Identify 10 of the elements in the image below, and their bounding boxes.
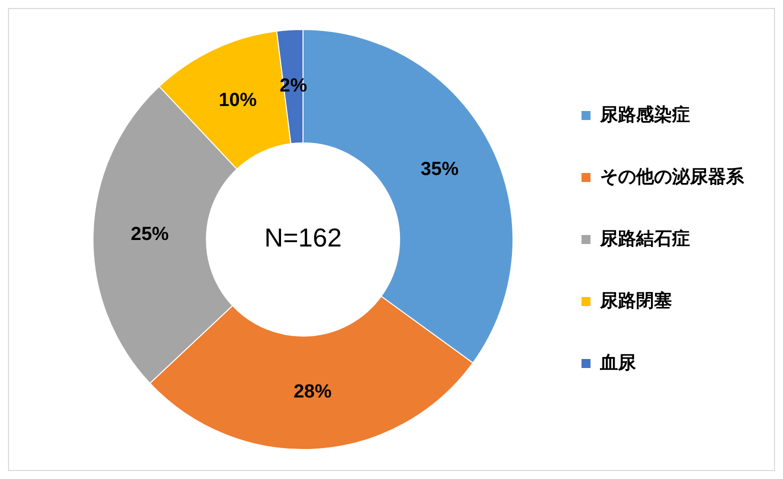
legend-label: 尿路感染症 [599,104,690,124]
data-label: 10% [218,90,257,112]
legend-label: 血尿 [599,352,637,372]
legend-label: 尿路閉塞 [599,290,672,310]
data-label: 25% [130,224,169,245]
text: N=162 [264,222,342,253]
legend-label: その他の泌尿器系 [600,166,745,186]
data-label: 28% [294,382,332,403]
data-label: 35% [420,159,459,180]
legend-label: 尿路結石症 [599,228,690,248]
